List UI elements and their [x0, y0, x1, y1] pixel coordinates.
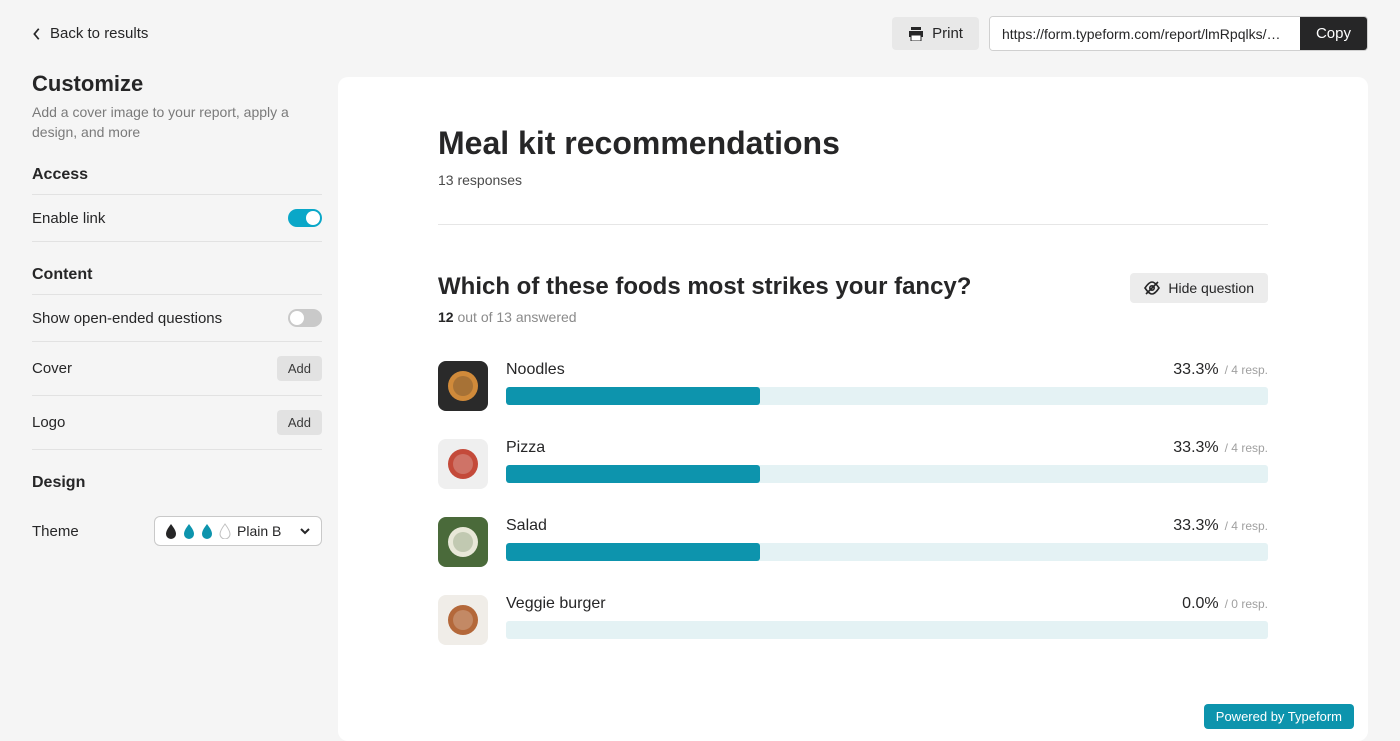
- theme-row: Theme Plain B: [32, 502, 322, 560]
- question-answered: 12 out of 13 answered: [438, 309, 1268, 325]
- answered-suffix: out of 13 answered: [454, 309, 577, 325]
- sidebar-description: Add a cover image to your report, apply …: [32, 103, 322, 142]
- option-thumbnail: [438, 595, 488, 645]
- option-bar-fill: [506, 387, 760, 405]
- add-cover-button[interactable]: Add: [277, 356, 322, 381]
- logo-label: Logo: [32, 414, 65, 431]
- option-percent: 33.3%: [1173, 517, 1218, 535]
- report-title: Meal kit recommendations: [438, 125, 1268, 162]
- copy-button[interactable]: Copy: [1300, 17, 1367, 50]
- cover-row: Cover Add: [32, 342, 322, 396]
- theme-select[interactable]: Plain B: [154, 516, 322, 546]
- options-list: Noodles 33.3% / 4 resp. Pizza 33.3% / 4 …: [438, 361, 1268, 645]
- theme-swatch: [219, 523, 231, 539]
- theme-swatch: [183, 523, 195, 539]
- eye-off-icon: [1144, 281, 1160, 295]
- report-responses: 13 responses: [438, 172, 1268, 188]
- hide-question-label: Hide question: [1168, 280, 1254, 296]
- option-body: Noodles 33.3% / 4 resp.: [506, 361, 1268, 411]
- option-thumbnail: [438, 439, 488, 489]
- show-open-toggle[interactable]: [288, 309, 322, 327]
- option-thumbnail: [438, 517, 488, 567]
- option-row: Veggie burger 0.0% / 0 resp.: [438, 595, 1268, 645]
- option-resp: / 4 resp.: [1225, 363, 1268, 377]
- print-icon: [908, 27, 924, 41]
- option-resp: / 4 resp.: [1225, 441, 1268, 455]
- back-to-results-link[interactable]: Back to results: [32, 25, 148, 42]
- option-body: Veggie burger 0.0% / 0 resp.: [506, 595, 1268, 645]
- sidebar: Customize Add a cover image to your repo…: [32, 59, 322, 741]
- option-resp: / 0 resp.: [1225, 597, 1268, 611]
- show-open-label: Show open-ended questions: [32, 310, 222, 327]
- chevron-down-icon: [299, 525, 311, 537]
- option-row: Salad 33.3% / 4 resp.: [438, 517, 1268, 567]
- share-url-input[interactable]: [990, 17, 1300, 50]
- main: Customize Add a cover image to your repo…: [0, 59, 1400, 741]
- theme-swatch: [201, 523, 213, 539]
- option-percent: 33.3%: [1173, 439, 1218, 457]
- design-heading: Design: [32, 474, 322, 502]
- option-name: Veggie burger: [506, 595, 606, 613]
- share-url-group: Copy: [989, 16, 1368, 51]
- option-percent: 33.3%: [1173, 361, 1218, 379]
- chevron-left-icon: [32, 27, 42, 41]
- option-name: Noodles: [506, 361, 565, 379]
- option-row: Pizza 33.3% / 4 resp.: [438, 439, 1268, 489]
- option-bar-track: [506, 387, 1268, 405]
- print-button[interactable]: Print: [892, 17, 979, 50]
- option-bar-track: [506, 465, 1268, 483]
- option-bar-fill: [506, 543, 760, 561]
- option-row: Noodles 33.3% / 4 resp.: [438, 361, 1268, 411]
- enable-link-row: Enable link: [32, 195, 322, 242]
- powered-by-badge[interactable]: Powered by Typeform: [1204, 704, 1354, 729]
- show-open-row: Show open-ended questions: [32, 295, 322, 342]
- theme-label: Theme: [32, 523, 79, 540]
- option-body: Salad 33.3% / 4 resp.: [506, 517, 1268, 567]
- content-heading: Content: [32, 266, 322, 295]
- divider: [438, 224, 1268, 225]
- hide-question-button[interactable]: Hide question: [1130, 273, 1268, 303]
- option-thumbnail: [438, 361, 488, 411]
- add-logo-button[interactable]: Add: [277, 410, 322, 435]
- option-resp: / 4 resp.: [1225, 519, 1268, 533]
- logo-row: Logo Add: [32, 396, 322, 450]
- option-bar-fill: [506, 465, 760, 483]
- option-body: Pizza 33.3% / 4 resp.: [506, 439, 1268, 489]
- question-header: Which of these foods most strikes your f…: [438, 273, 1268, 303]
- topbar: Back to results Print Copy: [0, 0, 1400, 59]
- answered-count: 12: [438, 309, 454, 325]
- theme-swatch: [165, 523, 177, 539]
- sidebar-title: Customize: [32, 71, 322, 97]
- option-bar-track: [506, 621, 1268, 639]
- option-name: Salad: [506, 517, 547, 535]
- access-heading: Access: [32, 166, 322, 195]
- report-panel: Meal kit recommendations 13 responses Wh…: [338, 77, 1368, 741]
- option-name: Pizza: [506, 439, 545, 457]
- back-label: Back to results: [50, 25, 148, 42]
- option-bar-track: [506, 543, 1268, 561]
- enable-link-label: Enable link: [32, 210, 105, 227]
- option-percent: 0.0%: [1182, 595, 1218, 613]
- enable-link-toggle[interactable]: [288, 209, 322, 227]
- theme-value: Plain B: [237, 523, 293, 539]
- question-title: Which of these foods most strikes your f…: [438, 273, 971, 301]
- cover-label: Cover: [32, 360, 72, 377]
- print-label: Print: [932, 25, 963, 42]
